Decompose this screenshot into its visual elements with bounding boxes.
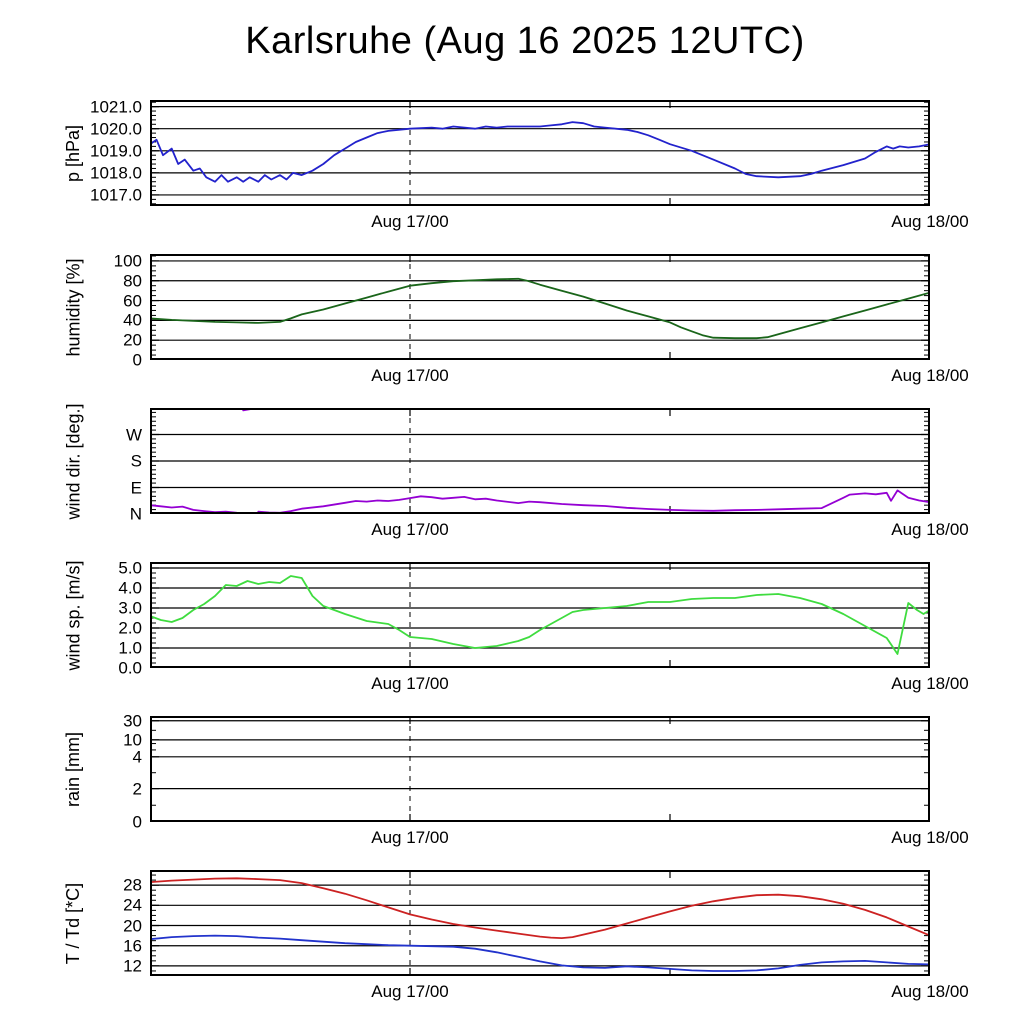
y-tick-label: 28 (123, 875, 142, 895)
y-axis-label: rain [mm] (63, 731, 84, 807)
panel-temperature-dewpoint: T / Td [*C] 12 16 20 24 28 Aug 17/00 Aug 18/00 (64, 870, 969, 1001)
y-tick-label: 100 (113, 251, 142, 271)
wind-direction-plot (150, 408, 930, 514)
y-tick-label: 0 (132, 812, 142, 832)
y-tick-label: 2 (132, 779, 142, 799)
y-tick-label: 1021.0 (90, 97, 142, 117)
x-tick-label: Aug 18/00 (891, 674, 969, 693)
y-tick-label: N (129, 504, 142, 524)
x-tick-label: Aug 17/00 (371, 828, 449, 847)
y-tick-label: 20 (123, 330, 142, 350)
y-axis-label: T / Td [*C] (63, 882, 84, 964)
x-tick-label: Aug 17/00 (371, 982, 449, 1001)
y-tick-label: 10 (123, 730, 142, 750)
panel-rain: rain [mm] 0 2 4 10 30 Aug 17/00 Aug 18/00 (63, 712, 968, 847)
y-axis-label: humidity [%] (63, 257, 84, 357)
temperature-dewpoint-plot (150, 870, 930, 976)
x-tick-label: Aug 18/00 (891, 520, 969, 539)
panel-wind-speed: wind sp. [m/s] 0.0 1.0 2.0 3.0 4.0 5.0 Aug 17/… (64, 560, 969, 694)
y-tick-label: 4 (132, 747, 142, 767)
y-tick-label: 16 (123, 936, 142, 956)
y-tick-label: 1020.0 (90, 119, 142, 139)
x-tick-label: Aug 18/00 (891, 366, 969, 385)
y-tick-label: 3.0 (118, 598, 142, 618)
y-tick-label: 1019.0 (90, 141, 142, 161)
panel-pressure: p [hPa] 1017.0 1018.0 1019.0 1020.0 1021.0 Au… (63, 98, 968, 231)
y-tick-label: 24 (123, 895, 142, 915)
y-tick-label: 1.0 (118, 638, 142, 658)
wind-speed-plot (150, 562, 930, 668)
y-tick-label: S (130, 451, 142, 471)
x-tick-label: Aug 17/00 (371, 212, 449, 231)
x-tick-label: Aug 17/00 (371, 366, 449, 385)
humidity-plot (150, 254, 930, 360)
y-tick-label: 12 (123, 956, 142, 976)
y-tick-label: 60 (123, 291, 142, 311)
y-tick-label: 0.0 (118, 658, 142, 678)
y-tick-label: 0 (132, 350, 142, 370)
x-tick-label: Aug 17/00 (371, 674, 449, 693)
y-axis-label: wind sp. [m/s] (63, 559, 84, 671)
panel-wind-direction: wind dir. [deg.] N E S W Aug 17/00 Aug 18/00 (64, 403, 969, 539)
y-tick-label: 5.0 (118, 558, 142, 578)
y-axis-label: wind dir. [deg.] (63, 402, 84, 520)
y-tick-label: E (130, 478, 142, 497)
x-tick-label: Aug 18/00 (891, 828, 969, 847)
y-tick-label: 40 (123, 310, 142, 330)
y-tick-label: W (125, 425, 142, 444)
y-tick-label: 20 (123, 916, 142, 936)
pressure-plot (150, 100, 930, 206)
page-title: Karlsruhe (Aug 16 2025 12UTC) (245, 20, 805, 62)
panel-humidity: humidity [%] 0 20 40 60 80 100 Aug 17/00 Aug 18… (64, 252, 969, 385)
y-tick-label: 4.0 (118, 578, 142, 598)
rain-plot (150, 716, 930, 822)
y-tick-label: 1017.0 (90, 185, 142, 205)
x-tick-label: Aug 17/00 (371, 520, 449, 539)
y-tick-label: 1018.0 (90, 163, 142, 183)
y-tick-label: 2.0 (118, 618, 142, 638)
x-tick-label: Aug 18/00 (891, 982, 969, 1001)
y-tick-label: 30 (123, 711, 142, 731)
y-tick-label: 80 (123, 271, 142, 291)
x-tick-label: Aug 18/00 (891, 212, 969, 231)
